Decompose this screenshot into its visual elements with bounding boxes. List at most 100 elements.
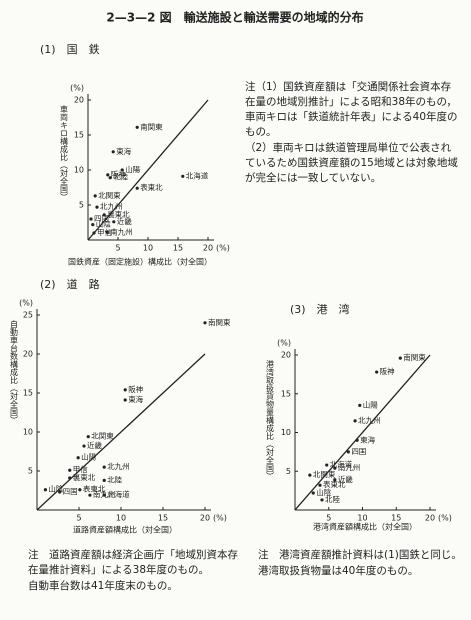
point-label: 東海 (128, 394, 143, 404)
point-label: 表東北 (83, 484, 106, 494)
y-tick-label: 10 (23, 428, 33, 437)
data-point (95, 205, 99, 209)
y-tick-label: 5 (28, 467, 33, 476)
y-tick-label: 10 (74, 166, 84, 175)
point-label: 山陰 (316, 487, 331, 497)
reference-diagonal (294, 354, 431, 511)
point-label: 南関東 (208, 317, 231, 327)
y-axis-label: 港湾取扱貨物量構成比（対全国） (266, 359, 275, 480)
data-point (120, 168, 124, 172)
data-point (333, 466, 337, 470)
chart-title: (1) 国 鉄 (40, 42, 100, 56)
chart-note: 注 道路資産額は経済企画庁「地域別資本存在量推計資料」による38年度のもの。 自動… (28, 548, 238, 595)
x-tick-label: 20 (425, 514, 435, 523)
point-label: 山陰 (48, 484, 63, 494)
data-point (43, 488, 48, 492)
note-text: 注（1）国鉄資産額は「交通関係社会資本存在量の地域別推計」による昭和38年のもの… (245, 81, 458, 138)
point-label: 北九州 (100, 202, 123, 211)
point-label: 阪神 (380, 366, 395, 376)
data-point (355, 438, 359, 442)
point-label: 四国 (94, 214, 109, 223)
point-label: 四国 (63, 487, 78, 496)
x-tick-label: 10 (357, 514, 367, 523)
point-label: 北海道 (330, 459, 353, 469)
x-unit: (%) (438, 514, 452, 523)
data-point (86, 435, 90, 439)
data-point (135, 186, 139, 190)
point-label: 阪神 (111, 169, 126, 179)
data-point (308, 473, 312, 477)
x-tick-label: 20 (203, 244, 213, 253)
y-tick-label: 5 (286, 467, 291, 476)
y-axis-label: 車両キロ構成比（対全国） (60, 104, 69, 201)
data-point (102, 465, 106, 469)
x-tick-label: 20 (200, 514, 210, 523)
y-tick-label: 20 (281, 351, 291, 360)
y-axis-label: 自動車台数構成比（対全国） (10, 319, 19, 424)
point-label: 東海 (116, 146, 131, 156)
x-axis-label: 道路資産額構成比（対全国） (73, 525, 177, 535)
point-label: 南関東 (403, 352, 426, 362)
data-point (106, 173, 110, 177)
data-point (88, 493, 92, 497)
x-tick-label: 15 (158, 514, 168, 523)
data-point (68, 468, 72, 472)
data-point (203, 321, 207, 325)
point-label: 北陸 (325, 494, 340, 504)
point-label: 北関東 (313, 469, 336, 479)
y-tick-label: 15 (23, 389, 33, 398)
chart-note: 注（1）国鉄資産額は「交通関係社会資本存在量の地域別推計」による昭和38年のもの… (245, 80, 460, 187)
point-label: 南関東 (140, 121, 163, 131)
point-label: 四国 (351, 447, 366, 456)
x-tick-label: 5 (76, 514, 81, 523)
point-label: 南九州 (110, 226, 133, 236)
data-point (78, 488, 82, 492)
y-tick-label: 10 (281, 428, 291, 437)
data-point (333, 478, 337, 482)
note-text: （2）車両キロは鉄道管理局単位で公表されているため国鉄資産額の15地域とは対象地… (245, 142, 458, 184)
data-point (318, 483, 322, 487)
y-tick-label: 20 (74, 96, 84, 105)
figure-title: 2—3—2 図 輸送施設と輸送需要の地域的分布 (106, 10, 363, 25)
reference-diagonal (87, 99, 209, 241)
point-label: 表東北 (323, 479, 346, 489)
point-label: 北九州 (358, 416, 381, 425)
point-label: 山陽 (81, 452, 96, 462)
data-point (89, 217, 93, 221)
point-label: 東海 (360, 434, 375, 444)
point-label: 北陸 (107, 474, 122, 484)
data-point (398, 356, 402, 360)
point-label: 南九州 (338, 462, 361, 472)
data-point (102, 493, 106, 497)
point-label: 近畿 (117, 216, 132, 226)
data-point (375, 370, 379, 374)
chart-title: (2) 道 路 (40, 277, 100, 291)
y-tick-label: 15 (281, 389, 291, 398)
point-label: 北海道 (107, 489, 130, 499)
data-point (135, 125, 139, 129)
data-point (92, 231, 96, 235)
x-unit: (%) (216, 244, 230, 253)
x-axis-label: 国鉄資産（固定施設）構成比（対全国） (68, 257, 212, 267)
note-text: 注 道路資産額は経済企画庁「地域別資本存在量推計資料」による38年度のもの。 (28, 549, 238, 576)
point-label: 北関東 (98, 190, 121, 200)
data-point (311, 491, 315, 495)
data-point (102, 213, 106, 217)
data-point (111, 150, 115, 154)
y-tick-label: 25 (23, 311, 33, 320)
point-label: 裏東北 (107, 209, 130, 219)
data-point (112, 220, 116, 224)
y-unit: (%) (277, 339, 291, 348)
data-point (353, 419, 357, 423)
x-tick-label: 5 (115, 244, 120, 253)
data-point (123, 398, 127, 402)
point-label: 甲信 (97, 227, 112, 237)
x-axis-label: 港湾資産額構成比（対全国） (313, 522, 417, 532)
data-point (91, 223, 95, 227)
x-tick-label: 5 (326, 514, 331, 523)
note-text: 港湾取扱貨物量は40年度のもの。 (258, 565, 419, 577)
point-label: 北海道 (186, 170, 209, 180)
data-point (58, 490, 62, 494)
